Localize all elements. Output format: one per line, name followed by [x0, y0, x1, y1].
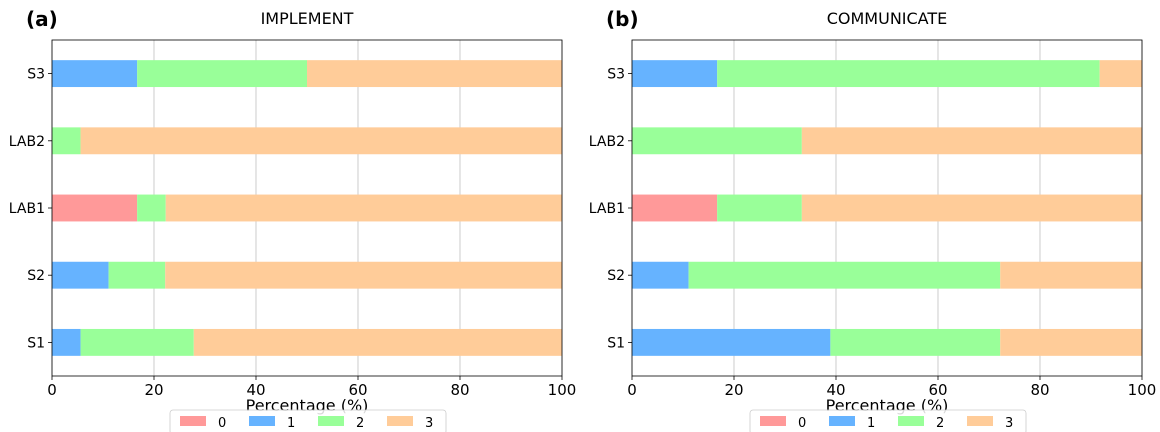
y-tick-label: LAB1: [9, 201, 45, 217]
legend-swatch: [249, 416, 275, 426]
x-tick-label: 20: [724, 381, 743, 399]
bar-segment: [52, 328, 81, 356]
y-tick-label: S2: [607, 268, 625, 284]
bar-segment: [80, 127, 562, 155]
bar-segment: [632, 60, 718, 88]
y-tick-label: S1: [607, 335, 625, 351]
bar-segment: [830, 328, 1001, 356]
chart-title: COMMUNICATE: [827, 9, 948, 28]
chart-panel-0: 0 20 40 60 80 100S1S2LAB1LAB2S3IMPLEMENT(a)Pe…: [9, 7, 577, 432]
y-tick-label: S3: [27, 67, 45, 83]
panel-label: (a): [26, 7, 58, 31]
legend-label: 1: [867, 416, 875, 431]
bar-segment: [1099, 60, 1142, 88]
legend-label: 2: [936, 416, 944, 431]
legend-label: 0: [218, 416, 226, 431]
x-tick-label: 60: [348, 381, 367, 399]
legend-swatch: [829, 416, 855, 426]
bar-segment: [632, 127, 802, 155]
legend-label: 3: [1005, 416, 1013, 431]
bar-segment: [307, 60, 562, 88]
legend-box: [169, 409, 447, 432]
y-tick-label: LAB2: [589, 134, 625, 150]
legend-swatch: [180, 416, 206, 426]
bar-segment: [717, 194, 802, 222]
chart-title: IMPLEMENT: [261, 9, 354, 28]
x-tick-label: 60: [928, 381, 947, 399]
x-tick-label: 100: [1128, 381, 1157, 399]
legend-swatch: [898, 416, 924, 426]
x-tick-label: 40: [826, 381, 845, 399]
bar-segment: [632, 261, 689, 289]
legend-swatch: [760, 416, 786, 426]
bar-segment: [688, 261, 1001, 289]
legend-label: 0: [798, 416, 806, 431]
bar-segment: [801, 127, 1142, 155]
legend-box: [749, 409, 1027, 432]
legend-label: 1: [287, 416, 295, 431]
x-tick-label: 40: [246, 381, 265, 399]
bar-segment: [108, 261, 166, 289]
x-tick-label: 100: [548, 381, 577, 399]
legend-swatch: [387, 416, 413, 426]
legend: 0 1 2 3: [749, 409, 1027, 432]
bar-segment: [165, 194, 563, 222]
bar-segment: [193, 328, 562, 356]
x-tick-label: 80: [1030, 381, 1049, 399]
bar-segment: [1000, 261, 1142, 289]
y-tick-label: S2: [27, 268, 45, 284]
legend-swatch: [318, 416, 344, 426]
legend-label: 3: [425, 416, 433, 431]
bar-segment: [52, 127, 81, 155]
x-tick-label: 0: [627, 381, 637, 399]
legend-swatch: [967, 416, 993, 426]
bar-segment: [137, 194, 166, 222]
bar-segment: [165, 261, 562, 289]
x-tick-label: 0: [47, 381, 57, 399]
x-tick-label: 20: [144, 381, 163, 399]
bar-segment: [52, 261, 109, 289]
bar-segment: [632, 194, 718, 222]
panel-label: (b): [606, 7, 639, 31]
x-tick-label: 80: [450, 381, 469, 399]
chart-panel-1: 0 20 40 60 80 100S1S2LAB1LAB2S3COMMUNICATE(b)…: [589, 7, 1157, 432]
bar-segment: [632, 328, 831, 356]
bar-segment: [80, 328, 194, 356]
bar-segment: [137, 60, 307, 88]
bar-segment: [801, 194, 1142, 222]
bar-segment: [1000, 328, 1142, 356]
y-tick-label: S3: [607, 67, 625, 83]
legend: 0 1 2 3: [169, 409, 447, 432]
bar-segment: [52, 60, 138, 88]
y-tick-label: LAB1: [589, 201, 625, 217]
y-tick-label: S1: [27, 335, 45, 351]
y-tick-label: LAB2: [9, 134, 45, 150]
bar-segment: [52, 194, 138, 222]
legend-label: 2: [356, 416, 364, 431]
bar-segment: [717, 60, 1100, 88]
